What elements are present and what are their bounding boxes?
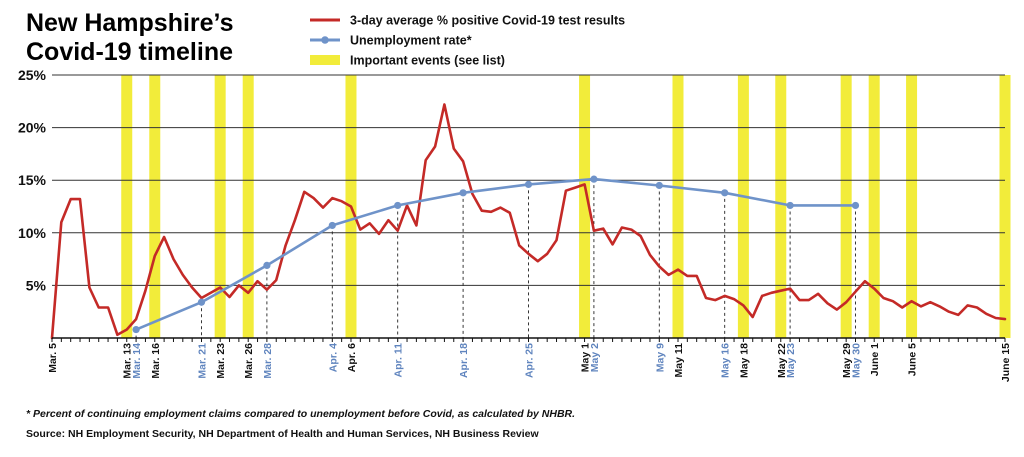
x-tick-label: May 18 (738, 343, 750, 378)
legend-marker-unemployment (321, 36, 329, 44)
unemployment-point (197, 298, 206, 306)
y-tick-label: 20% (18, 120, 47, 136)
event-band (906, 75, 918, 338)
unemployment-point (524, 180, 533, 189)
x-tick-label: Mar. 16 (150, 343, 162, 379)
series-lines (50, 103, 1007, 340)
event-band (149, 75, 161, 338)
x-tick-label: Apr. 18 (458, 343, 470, 378)
y-tick-label: 25% (18, 67, 47, 83)
event-band (121, 75, 133, 338)
x-tick-label: Mar. 13 (122, 343, 134, 379)
x-tick-label: May 29 (841, 343, 853, 378)
x-tick-label: May 30 (851, 343, 863, 378)
unemployment-point (132, 325, 140, 334)
event-bands (121, 75, 1011, 338)
x-tick-label: Apr. 4 (327, 343, 339, 372)
unemployment-point (394, 201, 402, 210)
x-tick-label: Mar. 14 (131, 343, 143, 379)
x-tick-label: Apr. 6 (346, 343, 358, 372)
unemployment-point (655, 181, 663, 190)
y-tick-label: 15% (18, 172, 47, 188)
y-tick-label: 5% (26, 277, 47, 293)
unemployment-point (459, 189, 467, 197)
unemployment-point (721, 189, 729, 197)
source-note: Source: NH Employment Security, NH Depar… (26, 428, 539, 440)
x-tick-label: June 5 (907, 343, 919, 376)
event-band (242, 75, 254, 338)
x-tick-label: May 11 (673, 343, 685, 378)
x-tick-label: Mar. 5 (47, 343, 59, 373)
x-tick-label: May 2 (589, 343, 601, 372)
title-line-1: New Hampshire’s (26, 9, 233, 37)
x-tick-label: June 15 (1000, 343, 1012, 382)
x-tick-label: May 22 (776, 343, 788, 378)
x-tick-label: Apr. 11 (393, 343, 405, 378)
event-band (775, 75, 787, 338)
legend-label-positive-rate: 3-day average % positive Covid-19 test r… (350, 14, 625, 28)
footnote: * Percent of continuing employment claim… (26, 408, 576, 420)
unemployment-drop-lines (135, 179, 856, 338)
unemployment-point (590, 175, 598, 183)
x-tick-label: Mar. 21 (196, 343, 208, 379)
x-tick-label: Mar. 28 (262, 343, 274, 379)
x-tick-label: May 16 (720, 343, 732, 378)
x-tick-label: Mar. 26 (243, 343, 255, 379)
x-tick-label: June 1 (869, 343, 881, 376)
unemployment-point (851, 201, 860, 210)
unemployment-point (328, 221, 336, 230)
event-band (999, 75, 1011, 338)
event-band (868, 75, 880, 338)
x-tick-label: Mar. 23 (215, 343, 227, 379)
event-band (737, 75, 749, 338)
legend-label-events: Important events (see list) (350, 54, 505, 68)
series-line-positive-rate (50, 103, 1007, 340)
x-tick-label: May 1 (580, 343, 592, 372)
x-tick-label: May 23 (785, 343, 797, 378)
title-line-2: Covid-19 timeline (26, 38, 233, 66)
unemployment-point (263, 261, 271, 270)
x-tick-label: May 9 (654, 343, 666, 372)
series-line-unemployment (135, 177, 856, 331)
legend: 3-day average % positive Covid-19 test r… (310, 14, 625, 68)
covid-timeline-chart: New Hampshire’s Covid-19 timeline 3-day … (18, 9, 1012, 382)
legend-label-unemployment: Unemployment rate* (350, 34, 472, 48)
chart-title: New Hampshire’s Covid-19 timeline (26, 9, 233, 66)
event-band (214, 75, 226, 338)
event-band (579, 75, 591, 338)
y-tick-label: 10% (18, 225, 47, 241)
unemployment-point (786, 201, 794, 210)
x-tick-label: Apr. 25 (524, 343, 536, 378)
event-band (672, 75, 684, 338)
legend-swatch-events (310, 55, 340, 65)
